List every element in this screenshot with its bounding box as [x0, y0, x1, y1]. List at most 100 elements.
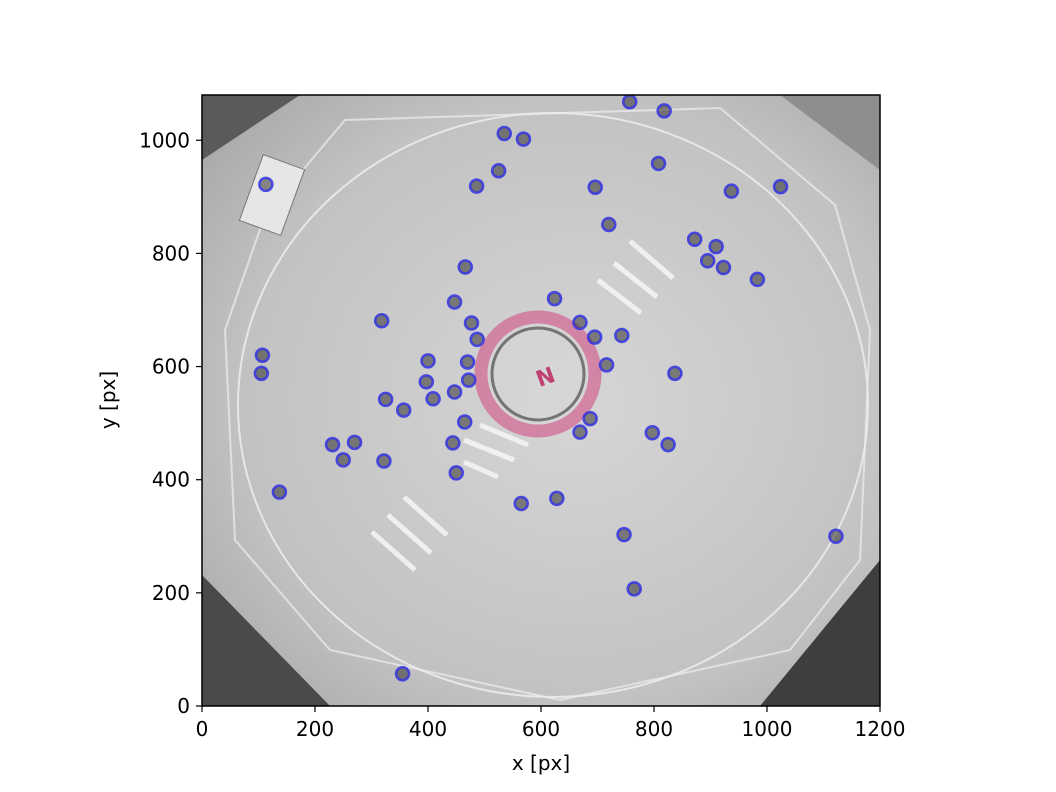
object-shadow — [446, 436, 459, 449]
x-tick-label: 800 — [635, 717, 673, 741]
data-point — [445, 435, 461, 451]
object-shadow — [326, 438, 339, 451]
object-shadow — [701, 254, 714, 267]
data-point — [253, 365, 270, 382]
object-shadow — [602, 218, 615, 231]
object-shadow — [377, 455, 390, 468]
data-point — [258, 176, 274, 193]
object-shadow — [668, 367, 681, 380]
data-point — [572, 424, 588, 440]
data-point — [626, 581, 642, 597]
object-shadow — [658, 104, 671, 117]
object-shadow — [623, 95, 636, 108]
object-shadow — [725, 185, 738, 198]
data-point — [656, 103, 672, 119]
data-point — [586, 329, 603, 345]
object-shadow — [652, 157, 665, 170]
data-point — [772, 178, 789, 195]
object-shadow — [348, 436, 361, 449]
data-point — [335, 452, 351, 468]
scatter-series — [253, 95, 844, 682]
object-shadow — [662, 438, 675, 451]
object-shadow — [273, 486, 286, 499]
data-point — [828, 528, 844, 545]
object-shadow — [628, 582, 641, 595]
data-point — [394, 666, 411, 682]
object-shadow — [829, 530, 842, 543]
object-shadow — [584, 412, 597, 425]
arena-background-image — [202, 95, 880, 706]
data-point — [376, 453, 392, 469]
object-shadow — [615, 329, 628, 342]
object-shadow — [420, 375, 433, 388]
object-shadow — [498, 127, 511, 140]
object-shadow — [375, 314, 388, 327]
x-axis-label: x [px] — [512, 751, 570, 775]
object-shadow — [462, 374, 475, 387]
data-point — [572, 314, 588, 331]
data-point — [395, 402, 412, 418]
object-shadow — [448, 296, 461, 309]
data-point — [667, 365, 683, 382]
object-shadow — [588, 331, 601, 344]
data-point — [513, 495, 529, 512]
object-shadow — [550, 492, 563, 505]
data-point — [456, 414, 473, 430]
data-point — [587, 179, 603, 195]
data-point — [420, 353, 436, 369]
data-point — [271, 484, 288, 500]
data-point — [346, 434, 363, 451]
object-shadow — [573, 426, 586, 439]
y-tick-label: 0 — [177, 694, 190, 718]
data-point — [749, 271, 766, 288]
data-point — [601, 216, 617, 233]
data-point — [418, 374, 435, 390]
object-shadow — [618, 528, 631, 541]
data-point — [459, 354, 476, 370]
object-shadow — [710, 240, 723, 253]
x-tick-label: 1200 — [855, 717, 906, 741]
data-point — [699, 253, 716, 269]
data-point — [616, 526, 632, 543]
data-point — [448, 465, 464, 481]
object-shadow — [397, 404, 410, 417]
data-point — [490, 163, 507, 179]
data-point — [549, 490, 565, 507]
data-point — [446, 294, 463, 310]
y-axis-ticks: 0 200 400 600 800 1000 — [139, 128, 202, 718]
y-axis-label: y [px] — [96, 371, 120, 429]
object-shadow — [255, 367, 268, 380]
object-shadow — [688, 233, 701, 246]
object-shadow — [573, 316, 586, 329]
data-point — [468, 178, 485, 194]
object-shadow — [379, 393, 392, 406]
object-shadow — [450, 466, 463, 479]
object-shadow — [548, 292, 561, 305]
data-point — [373, 312, 390, 329]
object-shadow — [646, 426, 659, 439]
object-shadow — [470, 180, 483, 193]
x-tick-label: 600 — [522, 717, 560, 741]
x-tick-label: 1000 — [742, 717, 793, 741]
object-shadow — [422, 354, 434, 367]
data-point — [644, 424, 661, 441]
object-shadow — [589, 181, 602, 194]
data-point — [708, 238, 724, 255]
object-shadow — [492, 164, 505, 177]
x-axis-ticks: 0 200 400 600 800 1000 1200 — [196, 706, 906, 741]
object-shadow — [600, 358, 613, 371]
x-tick-label: 200 — [296, 717, 334, 741]
object-shadow — [259, 178, 272, 191]
data-point — [496, 125, 513, 142]
data-point — [460, 372, 477, 388]
object-shadow — [448, 386, 461, 399]
data-point — [254, 347, 271, 363]
data-point — [515, 131, 532, 147]
data-point — [457, 259, 474, 275]
data-point — [650, 155, 667, 172]
data-point — [469, 331, 485, 348]
object-shadow — [337, 453, 350, 466]
object-shadow — [517, 133, 530, 146]
data-point — [463, 315, 480, 331]
y-tick-label: 400 — [152, 468, 190, 492]
